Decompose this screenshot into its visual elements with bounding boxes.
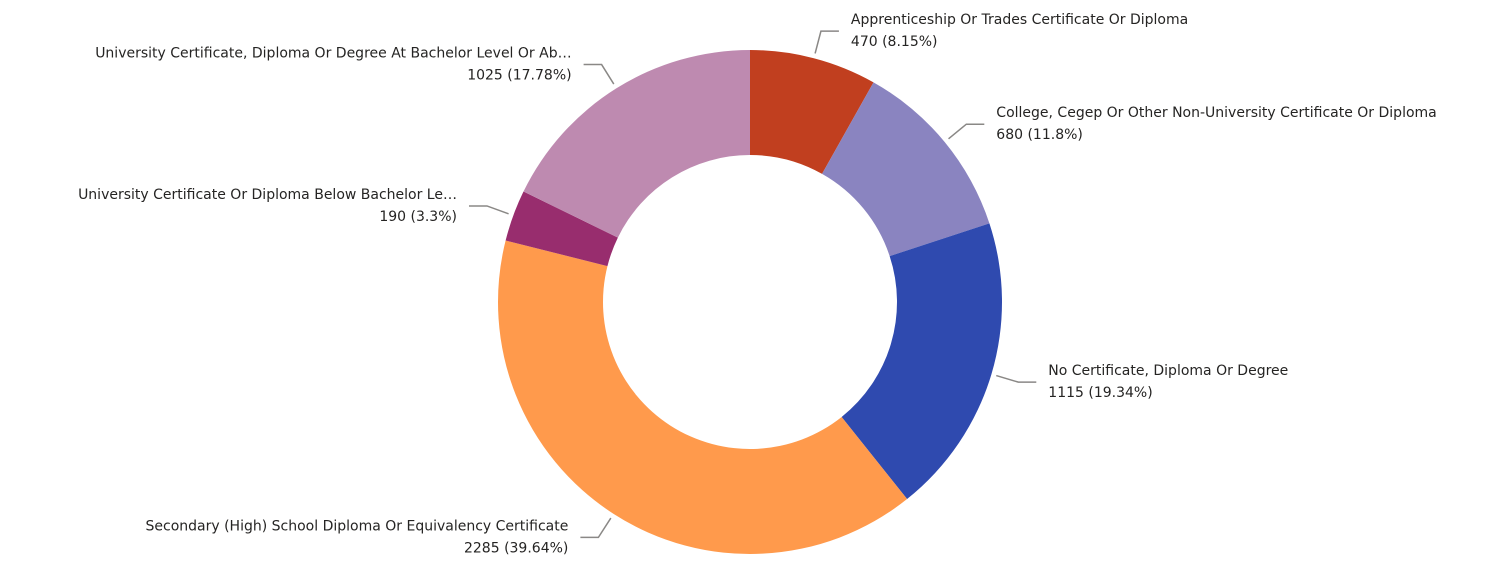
data-label-value: 1025 (17.78%) xyxy=(467,68,571,84)
data-label-value: 1115 (19.34%) xyxy=(1048,385,1152,401)
donut-slice xyxy=(841,223,1002,500)
data-label-value: 470 (8.15%) xyxy=(851,34,938,50)
data-label-value: 190 (3.3%) xyxy=(379,209,457,225)
leader-line xyxy=(814,30,839,54)
leader-line xyxy=(996,374,1037,383)
data-label-category: Apprenticeship Or Trades Certificate Or … xyxy=(851,12,1188,28)
leader-line xyxy=(948,123,985,140)
data-label-category: Secondary (High) School Diploma Or Equiv… xyxy=(146,518,569,534)
data-label-category: College, Cegep Or Other Non-University C… xyxy=(996,105,1436,121)
donut-slice xyxy=(822,82,990,257)
donut-slice xyxy=(497,240,908,555)
data-label-category: University Certificate, Diploma Or Degre… xyxy=(95,46,571,62)
donut-slice xyxy=(523,50,750,238)
data-label-value: 680 (11.8%) xyxy=(996,127,1083,143)
leader-line xyxy=(580,517,612,539)
donut-slice xyxy=(750,50,874,174)
data-label-value: 2285 (39.64%) xyxy=(464,540,568,556)
leader-line xyxy=(468,205,509,215)
leader-line xyxy=(583,63,615,85)
data-label-category: University Certificate Or Diploma Below … xyxy=(78,187,457,203)
donut-slice xyxy=(505,191,618,267)
data-label-category: No Certificate, Diploma Or Degree xyxy=(1048,363,1288,379)
